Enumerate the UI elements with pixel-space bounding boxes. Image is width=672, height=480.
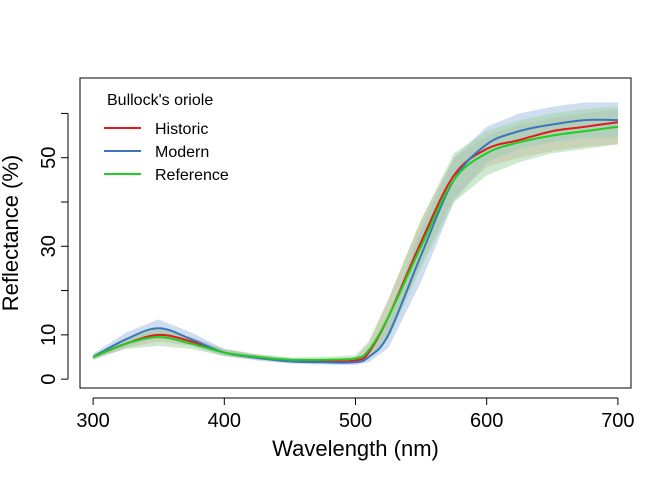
confidence-bands <box>93 102 618 366</box>
x-axis: 300 400 500 600 700 <box>76 397 635 432</box>
x-axis-title: Wavelength (nm) <box>272 436 439 461</box>
band-reference <box>93 106 618 362</box>
y-tick-label: 50 <box>38 147 60 169</box>
x-tick-label: 600 <box>470 410 503 432</box>
x-tick-label: 500 <box>339 410 372 432</box>
series-line-historic <box>92 121 619 363</box>
series-line-modern <box>92 118 618 364</box>
legend-title: Bullock's oriole <box>107 92 213 109</box>
y-axis: 0 10 30 50 <box>38 112 69 385</box>
series-lines <box>92 118 619 364</box>
x-tick-label: 400 <box>208 410 241 432</box>
y-axis-title: Reflectance (%) <box>0 155 23 312</box>
y-tick-label: 30 <box>38 235 60 257</box>
legend-label-historic: Historic <box>155 121 208 138</box>
legend-label-modern: Modern <box>155 144 209 161</box>
series-line-reference <box>92 125 619 361</box>
legend: Bullock's oriole Historic Modern Reference <box>104 92 229 184</box>
legend-label-reference: Reference <box>155 167 229 184</box>
y-tick-label: 0 <box>38 374 60 385</box>
x-tick-label: 700 <box>601 410 634 432</box>
plot-frame <box>79 77 632 389</box>
x-tick-label: 300 <box>76 410 109 432</box>
y-tick-label: 10 <box>38 324 60 346</box>
